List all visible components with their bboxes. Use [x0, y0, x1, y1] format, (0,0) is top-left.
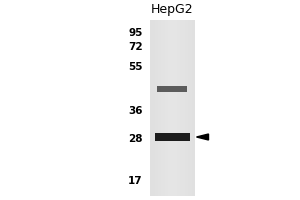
Bar	[177, 20, 178, 196]
Bar	[153, 20, 154, 196]
Bar	[172, 20, 174, 196]
Polygon shape	[196, 134, 208, 140]
Bar	[150, 20, 195, 196]
Text: 72: 72	[128, 42, 142, 52]
Bar	[164, 20, 165, 196]
Text: 28: 28	[128, 134, 142, 144]
Bar	[152, 20, 153, 196]
Bar	[168, 20, 170, 196]
Bar	[178, 20, 180, 196]
Bar	[174, 20, 176, 196]
Bar	[167, 20, 168, 196]
Bar	[176, 20, 177, 196]
Bar	[182, 20, 183, 196]
Bar	[154, 20, 156, 196]
Bar	[192, 20, 194, 196]
Bar	[165, 20, 166, 196]
Bar	[184, 20, 186, 196]
Bar	[150, 20, 152, 196]
Bar	[194, 20, 195, 196]
Bar	[180, 20, 182, 196]
Bar	[183, 20, 184, 196]
Bar	[162, 20, 164, 196]
Text: 55: 55	[128, 62, 142, 72]
Bar	[171, 20, 172, 196]
Text: HepG2: HepG2	[151, 3, 194, 17]
Bar	[158, 20, 159, 196]
Bar	[188, 20, 189, 196]
Bar	[155, 133, 190, 141]
Text: 95: 95	[128, 28, 142, 38]
Bar	[190, 20, 192, 196]
Bar	[159, 20, 160, 196]
Text: 17: 17	[128, 176, 142, 186]
Bar	[158, 86, 188, 92]
Bar	[169, 20, 171, 196]
Text: 36: 36	[128, 106, 142, 116]
Bar	[189, 20, 190, 196]
Bar	[156, 20, 158, 196]
Bar	[186, 20, 188, 196]
Bar	[160, 20, 162, 196]
